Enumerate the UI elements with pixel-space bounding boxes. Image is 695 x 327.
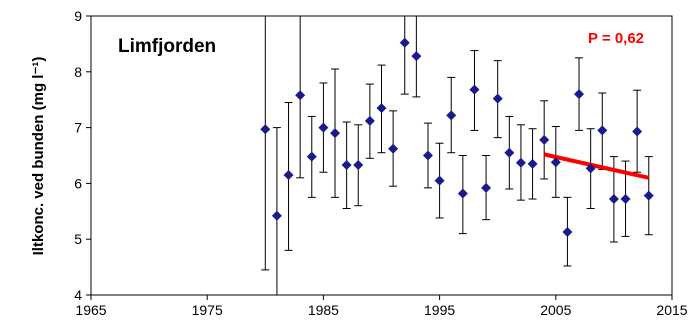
y-axis: 4 5 6 7 8 9 — [74, 8, 91, 303]
data-point — [457, 188, 468, 199]
data-point — [608, 194, 619, 205]
data-point — [632, 126, 643, 137]
data-point — [364, 115, 375, 126]
data-point — [574, 89, 585, 100]
data-point — [341, 159, 352, 170]
data-point — [295, 90, 306, 101]
y-tick-label: 9 — [74, 8, 82, 24]
data-point — [388, 143, 399, 154]
data-point — [481, 182, 492, 193]
data-point — [562, 226, 573, 237]
p-value-annotation: P = 0,62 — [588, 30, 644, 47]
data-point — [550, 157, 561, 168]
x-tick-label: 2005 — [540, 302, 571, 318]
data-point — [446, 110, 457, 121]
x-tick-label: 1985 — [308, 302, 339, 318]
data-point — [492, 93, 503, 104]
y-tick-label: 7 — [74, 120, 82, 136]
y-tick-label: 8 — [74, 64, 82, 80]
x-tick-label: 1995 — [424, 302, 455, 318]
data-point — [515, 157, 526, 168]
x-axis: 1965 1975 1985 1995 2005 2015 — [75, 295, 688, 318]
data-point — [376, 103, 387, 114]
data-point — [585, 163, 596, 174]
data-point — [318, 122, 329, 133]
data-point — [643, 190, 654, 201]
data-point — [353, 159, 364, 170]
data-point — [504, 147, 515, 158]
x-tick-label: 1965 — [75, 302, 106, 318]
y-axis-label: Iltkonc. ved bunden (mg l⁻¹) — [30, 57, 47, 256]
data-point — [527, 158, 538, 169]
data-point — [260, 124, 271, 135]
y-tick-label: 5 — [74, 231, 82, 247]
data-point — [434, 175, 445, 186]
data-point — [330, 128, 341, 139]
data-point — [271, 210, 282, 221]
data-point — [306, 151, 317, 162]
data-point — [539, 134, 550, 145]
plot-area — [90, 15, 673, 296]
chart-title: Limfjorden — [118, 36, 216, 57]
trend-line-group — [543, 152, 650, 180]
data-point — [620, 194, 631, 205]
trend-line — [543, 152, 650, 180]
data-point — [399, 37, 410, 48]
data-point — [422, 150, 433, 161]
x-tick-label: 2015 — [656, 302, 687, 318]
data-points — [260, 37, 654, 237]
y-tick-label: 6 — [74, 175, 82, 191]
data-point — [469, 84, 480, 95]
y-tick-label: 4 — [74, 287, 82, 303]
data-point — [411, 51, 422, 62]
data-point — [283, 170, 294, 181]
x-tick-label: 1975 — [192, 302, 223, 318]
data-point — [597, 125, 608, 136]
